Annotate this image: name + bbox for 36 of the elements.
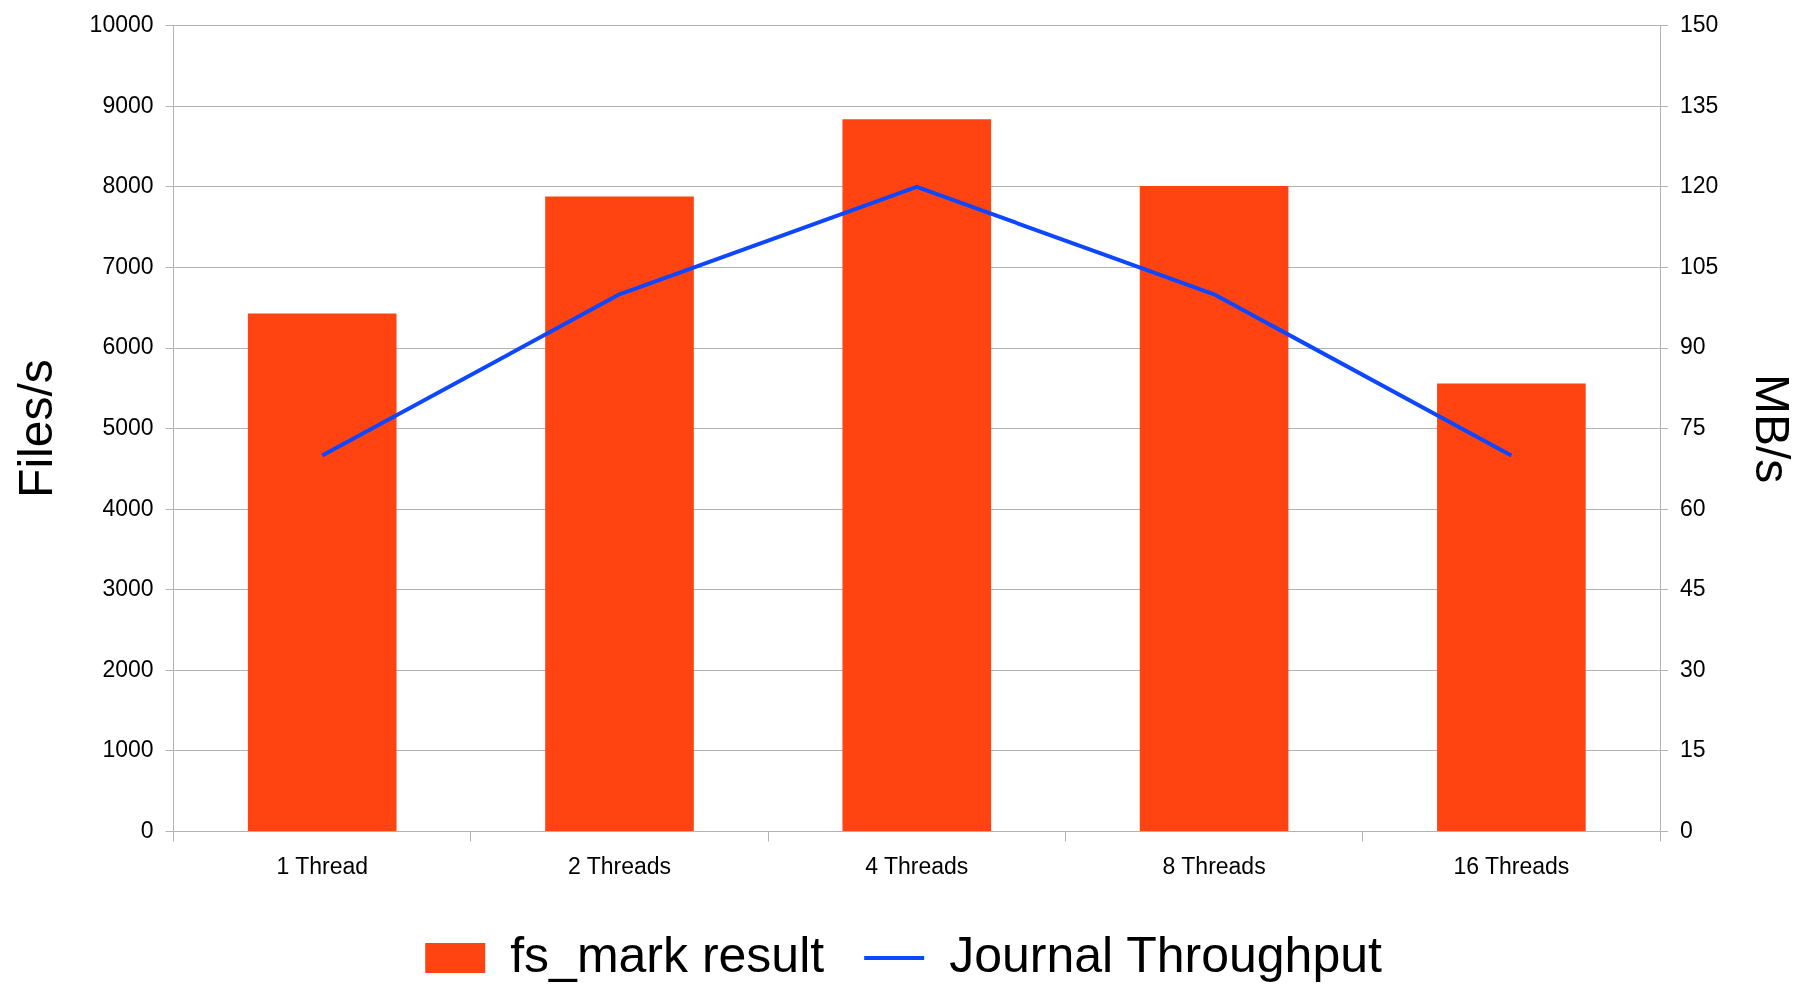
bar <box>1437 383 1586 831</box>
y2-tick-label: 45 <box>1680 575 1706 602</box>
legend-label: Journal Throughput <box>949 926 1382 983</box>
y2-tick-label: 120 <box>1680 172 1719 199</box>
y-tick-label: 9000 <box>102 91 154 118</box>
y-tick-label: 6000 <box>102 333 154 360</box>
y-tick-label: 7000 <box>102 252 154 279</box>
y2-tick-label: 0 <box>1680 816 1693 843</box>
x-tick-label: 4 Threads <box>865 852 969 879</box>
y2-tick-label: 75 <box>1680 413 1706 440</box>
legend-label: fs_mark result <box>510 926 825 983</box>
y2-tick-label: 150 <box>1680 11 1719 38</box>
bar <box>247 313 397 831</box>
y-tick-label: 1000 <box>102 736 154 763</box>
y-tick-label: 8000 <box>102 172 154 199</box>
y-tick-label: 2000 <box>102 655 154 682</box>
y-tick-label: 3000 <box>102 575 154 602</box>
y2-tick-label: 60 <box>1680 494 1706 521</box>
y2-tick-label: 30 <box>1680 655 1706 682</box>
y2-tick-label: 105 <box>1680 252 1719 279</box>
x-tick-label: 2 Threads <box>567 852 672 879</box>
y-tick-label: 5000 <box>102 413 154 440</box>
y2-tick-label: 135 <box>1680 91 1719 118</box>
y-axis-title: Files/s <box>9 359 63 498</box>
x-tick-label: 16 Threads <box>1453 852 1570 879</box>
bar <box>1139 186 1289 831</box>
y-tick-label: 0 <box>140 816 154 843</box>
y2-tick-label: 90 <box>1680 333 1706 360</box>
bar <box>545 196 694 831</box>
x-tick-label: 1 Thread <box>276 852 369 879</box>
y2-axis-title: MB/s <box>1745 373 1799 484</box>
y-tick-label: 10000 <box>89 11 154 38</box>
y2-tick-label: 15 <box>1680 736 1706 763</box>
y-tick-label: 4000 <box>102 494 154 521</box>
x-tick-label: 8 Threads <box>1162 852 1266 879</box>
bar <box>842 119 992 831</box>
